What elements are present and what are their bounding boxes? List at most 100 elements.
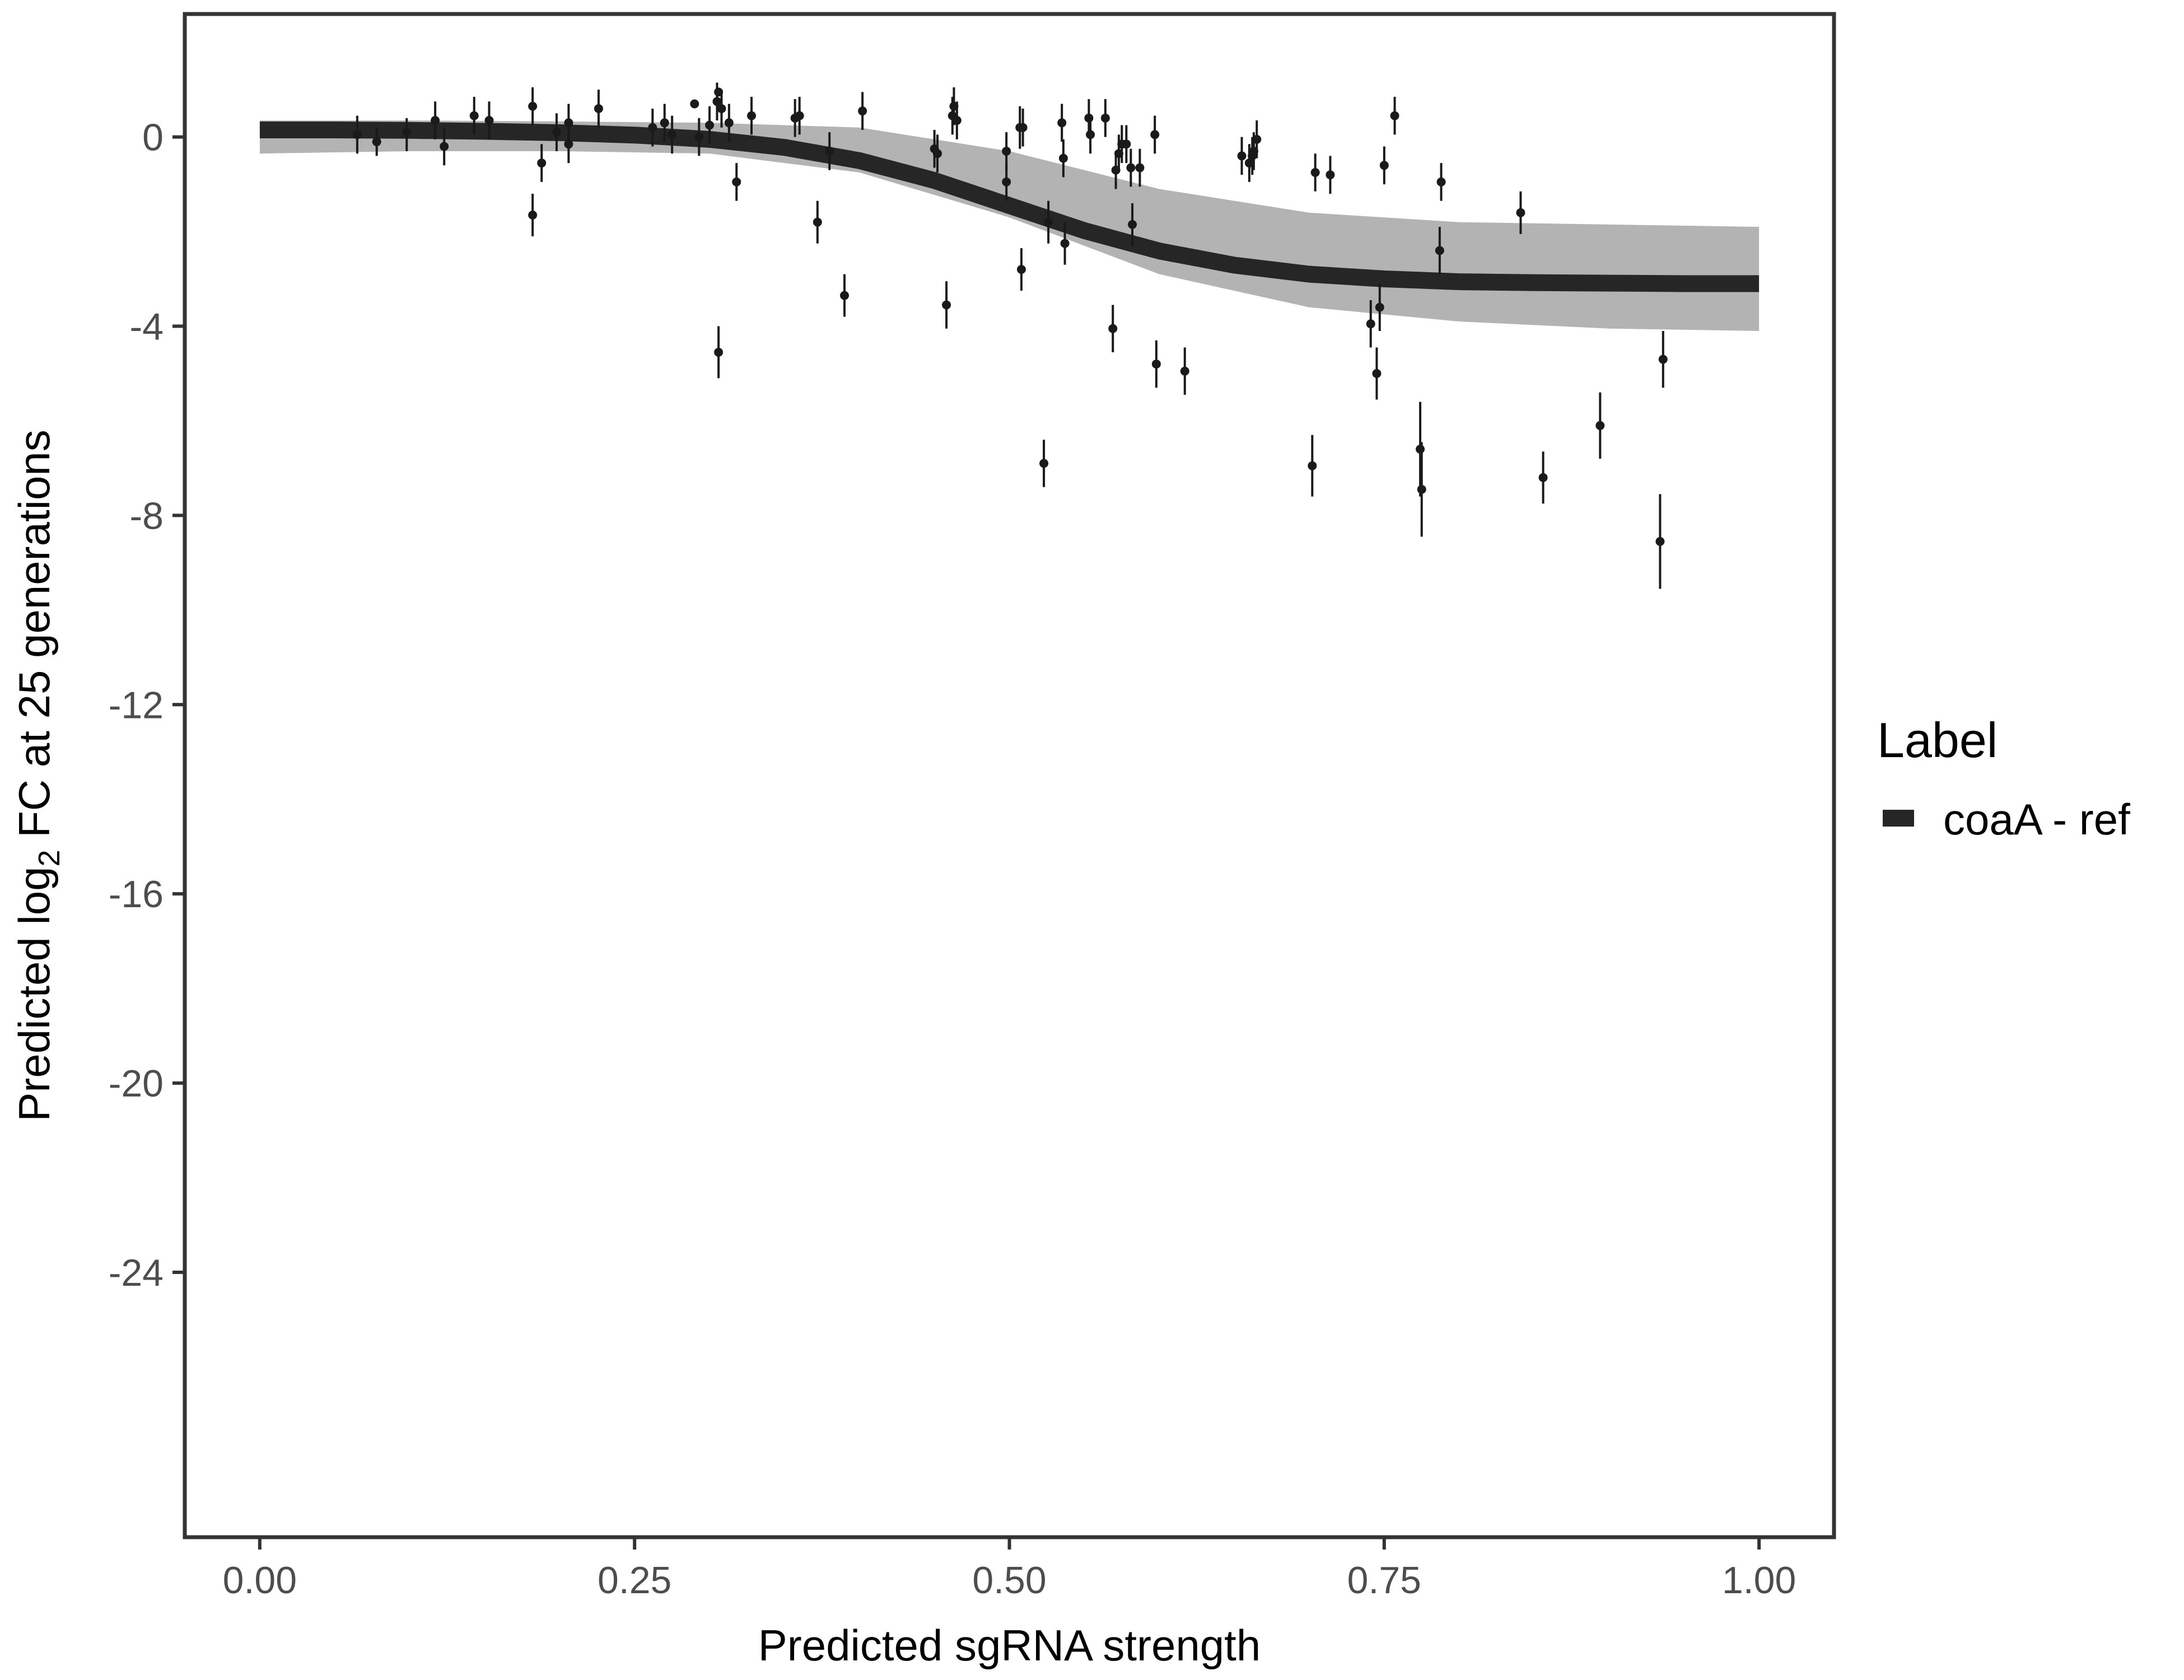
- data-point: [1002, 163, 1011, 201]
- data-point: [537, 144, 547, 182]
- data-point: [952, 101, 962, 139]
- point-marker: [694, 132, 704, 142]
- data-point: [1150, 115, 1160, 154]
- point-marker: [1018, 123, 1028, 132]
- legend-key-coaA-ref: [1883, 810, 1914, 827]
- point-marker: [564, 139, 573, 149]
- point-marker: [1366, 319, 1375, 329]
- data-point: [1326, 156, 1335, 194]
- point-marker: [1039, 459, 1049, 468]
- data-point: [1417, 442, 1426, 537]
- point-marker: [1151, 360, 1161, 369]
- point-marker: [372, 137, 381, 147]
- point-marker: [668, 130, 677, 139]
- data-point: [1057, 104, 1067, 142]
- point-marker: [1310, 167, 1320, 177]
- point-marker: [1084, 113, 1094, 123]
- y-tick-label: -8: [130, 494, 164, 537]
- data-point: [1108, 305, 1118, 352]
- data-point: [942, 281, 951, 329]
- data-point: [1135, 148, 1145, 187]
- data-point: [1058, 139, 1068, 178]
- point-marker: [705, 120, 715, 130]
- data-point: [747, 96, 757, 135]
- y-tick-label: -24: [109, 1252, 164, 1294]
- data-point: [1044, 200, 1053, 244]
- data-point: [1308, 435, 1317, 497]
- point-marker: [528, 101, 538, 111]
- point-marker: [1180, 366, 1189, 376]
- data-point: [1018, 108, 1028, 147]
- x-tick-label: 1.00: [1722, 1559, 1796, 1602]
- y-axis: 0 -4 -8 -12 -16 -20 -24: [109, 116, 185, 1294]
- point-marker: [1150, 130, 1160, 139]
- data-point: [668, 115, 677, 154]
- y-tick-label: -4: [130, 306, 164, 348]
- data-point: [1180, 347, 1189, 395]
- point-marker: [858, 106, 867, 116]
- point-marker: [431, 116, 440, 125]
- data-point: [1375, 283, 1384, 331]
- point-marker: [484, 116, 494, 125]
- point-marker: [825, 146, 834, 156]
- point-marker: [732, 177, 741, 186]
- point-marker: [528, 211, 538, 220]
- data-point: [528, 193, 538, 237]
- point-marker: [469, 111, 479, 120]
- data-point: [714, 326, 724, 379]
- data-point: [1372, 347, 1382, 400]
- data-point: [1151, 340, 1161, 388]
- x-tick-label: 0.75: [1347, 1559, 1421, 1602]
- point-marker: [1044, 217, 1053, 227]
- point-marker: [1108, 324, 1118, 333]
- data-point: [1039, 440, 1049, 487]
- data-point: [724, 104, 734, 142]
- point-marker: [1002, 146, 1011, 156]
- y-axis-title-subscript: 2: [32, 850, 66, 866]
- data-point: [1436, 163, 1446, 201]
- point-marker: [1252, 134, 1262, 144]
- point-marker: [1375, 302, 1384, 312]
- data-point: [1128, 203, 1137, 246]
- point-marker: [795, 111, 804, 120]
- series-line-coaA-ref: [259, 122, 1760, 292]
- data-point: [648, 108, 657, 147]
- point-marker: [648, 123, 657, 132]
- point-marker: [537, 158, 547, 168]
- data-point: [694, 118, 704, 156]
- data-point: [1655, 494, 1665, 589]
- point-marker: [1135, 163, 1145, 172]
- data-point: [564, 125, 573, 164]
- legend-label-coaA-ref: coaA - ref: [1943, 795, 2130, 844]
- x-tick-label: 0.50: [972, 1559, 1046, 1602]
- x-axis: 0.00 0.25 0.50 0.75 1.00: [223, 1537, 1796, 1602]
- point-marker: [1658, 354, 1668, 364]
- point-marker: [1595, 421, 1605, 430]
- point-marker: [690, 99, 699, 109]
- data-point: [1595, 392, 1605, 459]
- data-point: [528, 87, 538, 125]
- point-marker: [402, 128, 412, 137]
- data-point: [690, 99, 699, 109]
- point-marker: [1416, 445, 1425, 454]
- y-tick-label: -20: [109, 1062, 164, 1105]
- point-marker: [1516, 208, 1525, 217]
- data-point: [1086, 115, 1095, 154]
- point-marker: [440, 142, 449, 151]
- data-point: [732, 163, 741, 201]
- data-point: [484, 101, 494, 139]
- point-marker: [1058, 153, 1068, 163]
- point-marker: [352, 130, 362, 139]
- point-marker: [660, 118, 669, 128]
- y-axis-title-suffix: FC at 25 generations: [10, 430, 59, 850]
- point-marker: [1100, 113, 1110, 123]
- data-point: [1366, 300, 1375, 348]
- data-point: [705, 106, 715, 144]
- point-marker: [1655, 536, 1665, 546]
- point-marker: [952, 116, 962, 125]
- data-point: [1379, 146, 1389, 185]
- data-point: [372, 127, 381, 156]
- y-axis-title-prefix: Predicted log: [10, 866, 59, 1121]
- point-marker: [564, 118, 573, 128]
- point-marker: [1057, 118, 1067, 128]
